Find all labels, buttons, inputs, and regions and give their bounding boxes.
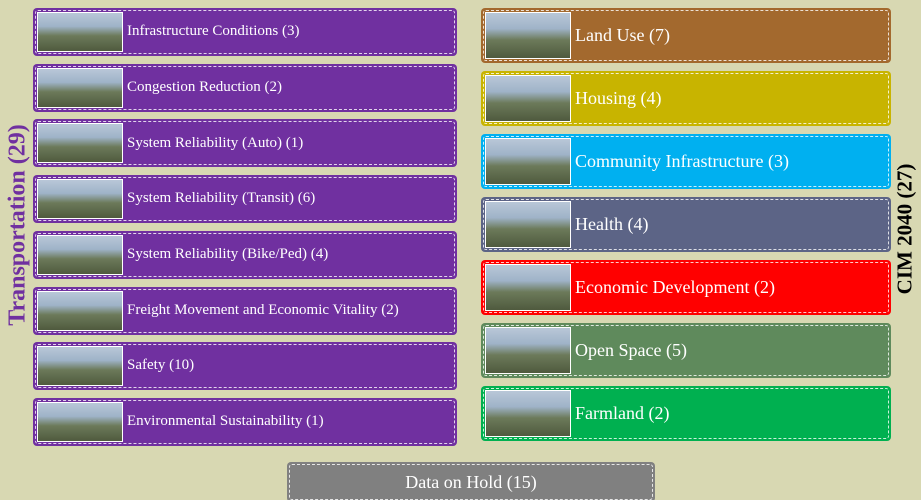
- category-label: Health (4): [575, 215, 883, 234]
- category-label: Housing (4): [575, 89, 883, 108]
- category-label: Infrastructure Conditions (3): [127, 24, 449, 40]
- thumbnail: [37, 346, 123, 386]
- category-box: Housing (4): [481, 71, 891, 126]
- category-label: System Reliability (Auto) (1): [127, 136, 449, 152]
- thumbnail: [37, 68, 123, 108]
- category-box: Farmland (2): [481, 386, 891, 441]
- category-label: Open Space (5): [575, 341, 883, 360]
- thumbnail: [37, 123, 123, 163]
- category-box: Community Infrastructure (3): [481, 134, 891, 189]
- footer-label: Data on Hold (15): [405, 472, 536, 493]
- category-box: System Reliability (Transit) (6): [33, 175, 457, 223]
- category-box: Safety (10): [33, 342, 457, 390]
- category-box: Health (4): [481, 197, 891, 252]
- thumbnail: [37, 402, 123, 442]
- thumbnail: [37, 179, 123, 219]
- thumbnail: [485, 327, 571, 374]
- slide: Transportation (29) CIM 2040 (27) Data o…: [0, 0, 921, 500]
- category-box: Infrastructure Conditions (3): [33, 8, 457, 56]
- category-label: Farmland (2): [575, 404, 883, 423]
- thumbnail: [37, 12, 123, 52]
- thumbnail: [485, 390, 571, 437]
- category-box: System Reliability (Auto) (1): [33, 119, 457, 167]
- thumbnail: [37, 291, 123, 331]
- footer-box: Data on Hold (15): [287, 462, 655, 500]
- right-group-title: CIM 2040 (27): [893, 164, 918, 295]
- category-label: Environmental Sustainability (1): [127, 414, 449, 430]
- thumbnail: [485, 75, 571, 122]
- category-label: Community Infrastructure (3): [575, 152, 883, 171]
- category-label: Land Use (7): [575, 26, 883, 45]
- thumbnail: [37, 235, 123, 275]
- category-label: Safety (10): [127, 358, 449, 374]
- thumbnail: [485, 138, 571, 185]
- thumbnail: [485, 264, 571, 311]
- category-box: Open Space (5): [481, 323, 891, 378]
- category-box: Congestion Reduction (2): [33, 64, 457, 112]
- thumbnail: [485, 12, 571, 59]
- category-label: System Reliability (Transit) (6): [127, 191, 449, 207]
- category-box: Freight Movement and Economic Vitality (…: [33, 287, 457, 335]
- category-label: Economic Development (2): [575, 278, 883, 297]
- category-box: Economic Development (2): [481, 260, 891, 315]
- thumbnail: [485, 201, 571, 248]
- left-group-title: Transportation (29): [5, 124, 32, 326]
- category-box: Land Use (7): [481, 8, 891, 63]
- category-label: Congestion Reduction (2): [127, 80, 449, 96]
- category-label: System Reliability (Bike/Ped) (4): [127, 247, 449, 263]
- category-box: Environmental Sustainability (1): [33, 398, 457, 446]
- category-box: System Reliability (Bike/Ped) (4): [33, 231, 457, 279]
- category-label: Freight Movement and Economic Vitality (…: [127, 303, 449, 319]
